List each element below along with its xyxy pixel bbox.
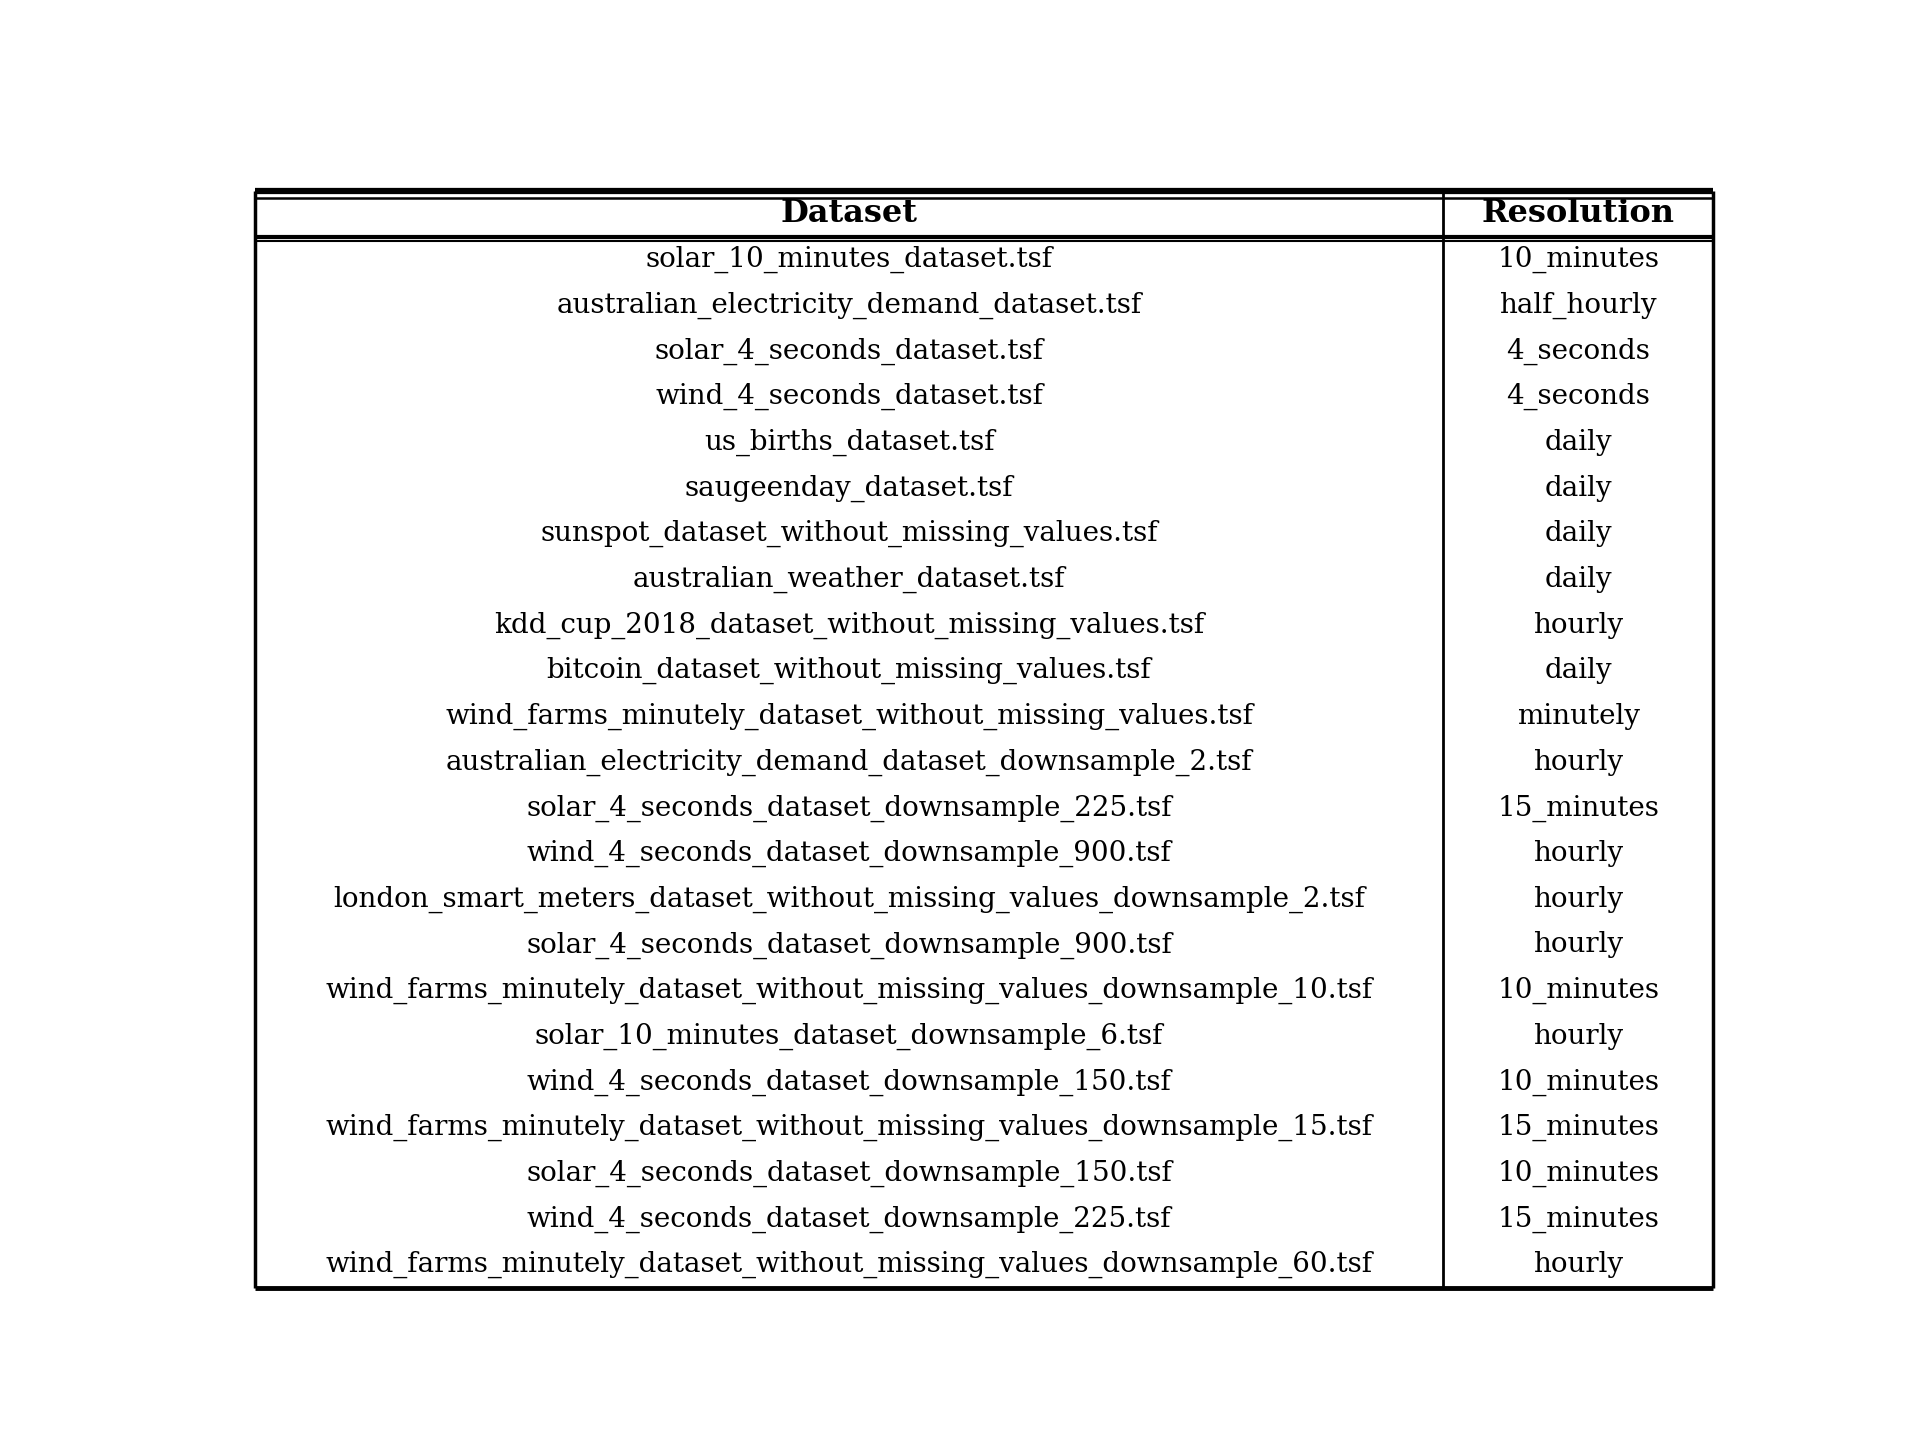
Text: australian_weather_dataset.tsf: australian_weather_dataset.tsf [634, 565, 1066, 593]
Text: half_hourly: half_hourly [1500, 292, 1657, 320]
Text: daily: daily [1544, 429, 1613, 456]
Text: 4_seconds: 4_seconds [1507, 384, 1649, 410]
Text: solar_4_seconds_dataset_downsample_150.tsf: solar_4_seconds_dataset_downsample_150.t… [526, 1159, 1171, 1187]
Text: minutely: minutely [1517, 703, 1640, 729]
Text: wind_4_seconds_dataset_downsample_150.tsf: wind_4_seconds_dataset_downsample_150.ts… [526, 1068, 1171, 1096]
Text: australian_electricity_demand_dataset_downsample_2.tsf: australian_electricity_demand_dataset_do… [445, 748, 1252, 776]
Text: solar_4_seconds_dataset.tsf: solar_4_seconds_dataset.tsf [655, 337, 1044, 365]
Text: hourly: hourly [1534, 1251, 1622, 1279]
Text: daily: daily [1544, 657, 1613, 684]
Text: 15_minutes: 15_minutes [1498, 1114, 1659, 1141]
Text: daily: daily [1544, 475, 1613, 501]
Text: 15_minutes: 15_minutes [1498, 1206, 1659, 1232]
Text: 15_minutes: 15_minutes [1498, 795, 1659, 821]
Text: wind_farms_minutely_dataset_without_missing_values_downsample_15.tsf: wind_farms_minutely_dataset_without_miss… [326, 1114, 1373, 1141]
Text: Resolution: Resolution [1482, 199, 1674, 230]
Text: wind_4_seconds_dataset_downsample_225.tsf: wind_4_seconds_dataset_downsample_225.ts… [526, 1206, 1171, 1232]
Text: solar_4_seconds_dataset_downsample_225.tsf: solar_4_seconds_dataset_downsample_225.t… [526, 795, 1171, 821]
Text: saugeenday_dataset.tsf: saugeenday_dataset.tsf [685, 475, 1014, 501]
Text: london_smart_meters_dataset_without_missing_values_downsample_2.tsf: london_smart_meters_dataset_without_miss… [332, 886, 1365, 912]
Text: hourly: hourly [1534, 840, 1622, 867]
Text: wind_4_seconds_dataset.tsf: wind_4_seconds_dataset.tsf [655, 384, 1043, 410]
Text: hourly: hourly [1534, 1023, 1622, 1051]
Text: 4_seconds: 4_seconds [1507, 337, 1649, 365]
Text: bitcoin_dataset_without_missing_values.tsf: bitcoin_dataset_without_missing_values.t… [547, 657, 1152, 684]
Text: Dataset: Dataset [781, 199, 918, 230]
Text: wind_farms_minutely_dataset_without_missing_values_downsample_10.tsf: wind_farms_minutely_dataset_without_miss… [326, 976, 1373, 1004]
Text: 10_minutes: 10_minutes [1498, 246, 1659, 273]
Text: solar_4_seconds_dataset_downsample_900.tsf: solar_4_seconds_dataset_downsample_900.t… [526, 931, 1171, 959]
Text: wind_farms_minutely_dataset_without_missing_values_downsample_60.tsf: wind_farms_minutely_dataset_without_miss… [326, 1251, 1373, 1279]
Text: solar_10_minutes_dataset_downsample_6.tsf: solar_10_minutes_dataset_downsample_6.ts… [536, 1023, 1164, 1051]
Text: daily: daily [1544, 520, 1613, 548]
Text: sunspot_dataset_without_missing_values.tsf: sunspot_dataset_without_missing_values.t… [540, 520, 1158, 548]
Text: 10_minutes: 10_minutes [1498, 1159, 1659, 1187]
Text: hourly: hourly [1534, 931, 1622, 959]
Text: hourly: hourly [1534, 886, 1622, 912]
Text: wind_farms_minutely_dataset_without_missing_values.tsf: wind_farms_minutely_dataset_without_miss… [445, 703, 1254, 731]
Text: hourly: hourly [1534, 612, 1622, 639]
Text: kdd_cup_2018_dataset_without_missing_values.tsf: kdd_cup_2018_dataset_without_missing_val… [493, 612, 1204, 639]
Text: hourly: hourly [1534, 748, 1622, 776]
Text: wind_4_seconds_dataset_downsample_900.tsf: wind_4_seconds_dataset_downsample_900.ts… [526, 840, 1171, 867]
Text: solar_10_minutes_dataset.tsf: solar_10_minutes_dataset.tsf [645, 246, 1052, 273]
Text: us_births_dataset.tsf: us_births_dataset.tsf [705, 429, 995, 456]
Text: australian_electricity_demand_dataset.tsf: australian_electricity_demand_dataset.ts… [557, 292, 1142, 320]
Text: daily: daily [1544, 567, 1613, 593]
Text: 10_minutes: 10_minutes [1498, 1068, 1659, 1096]
Text: 10_minutes: 10_minutes [1498, 976, 1659, 1004]
